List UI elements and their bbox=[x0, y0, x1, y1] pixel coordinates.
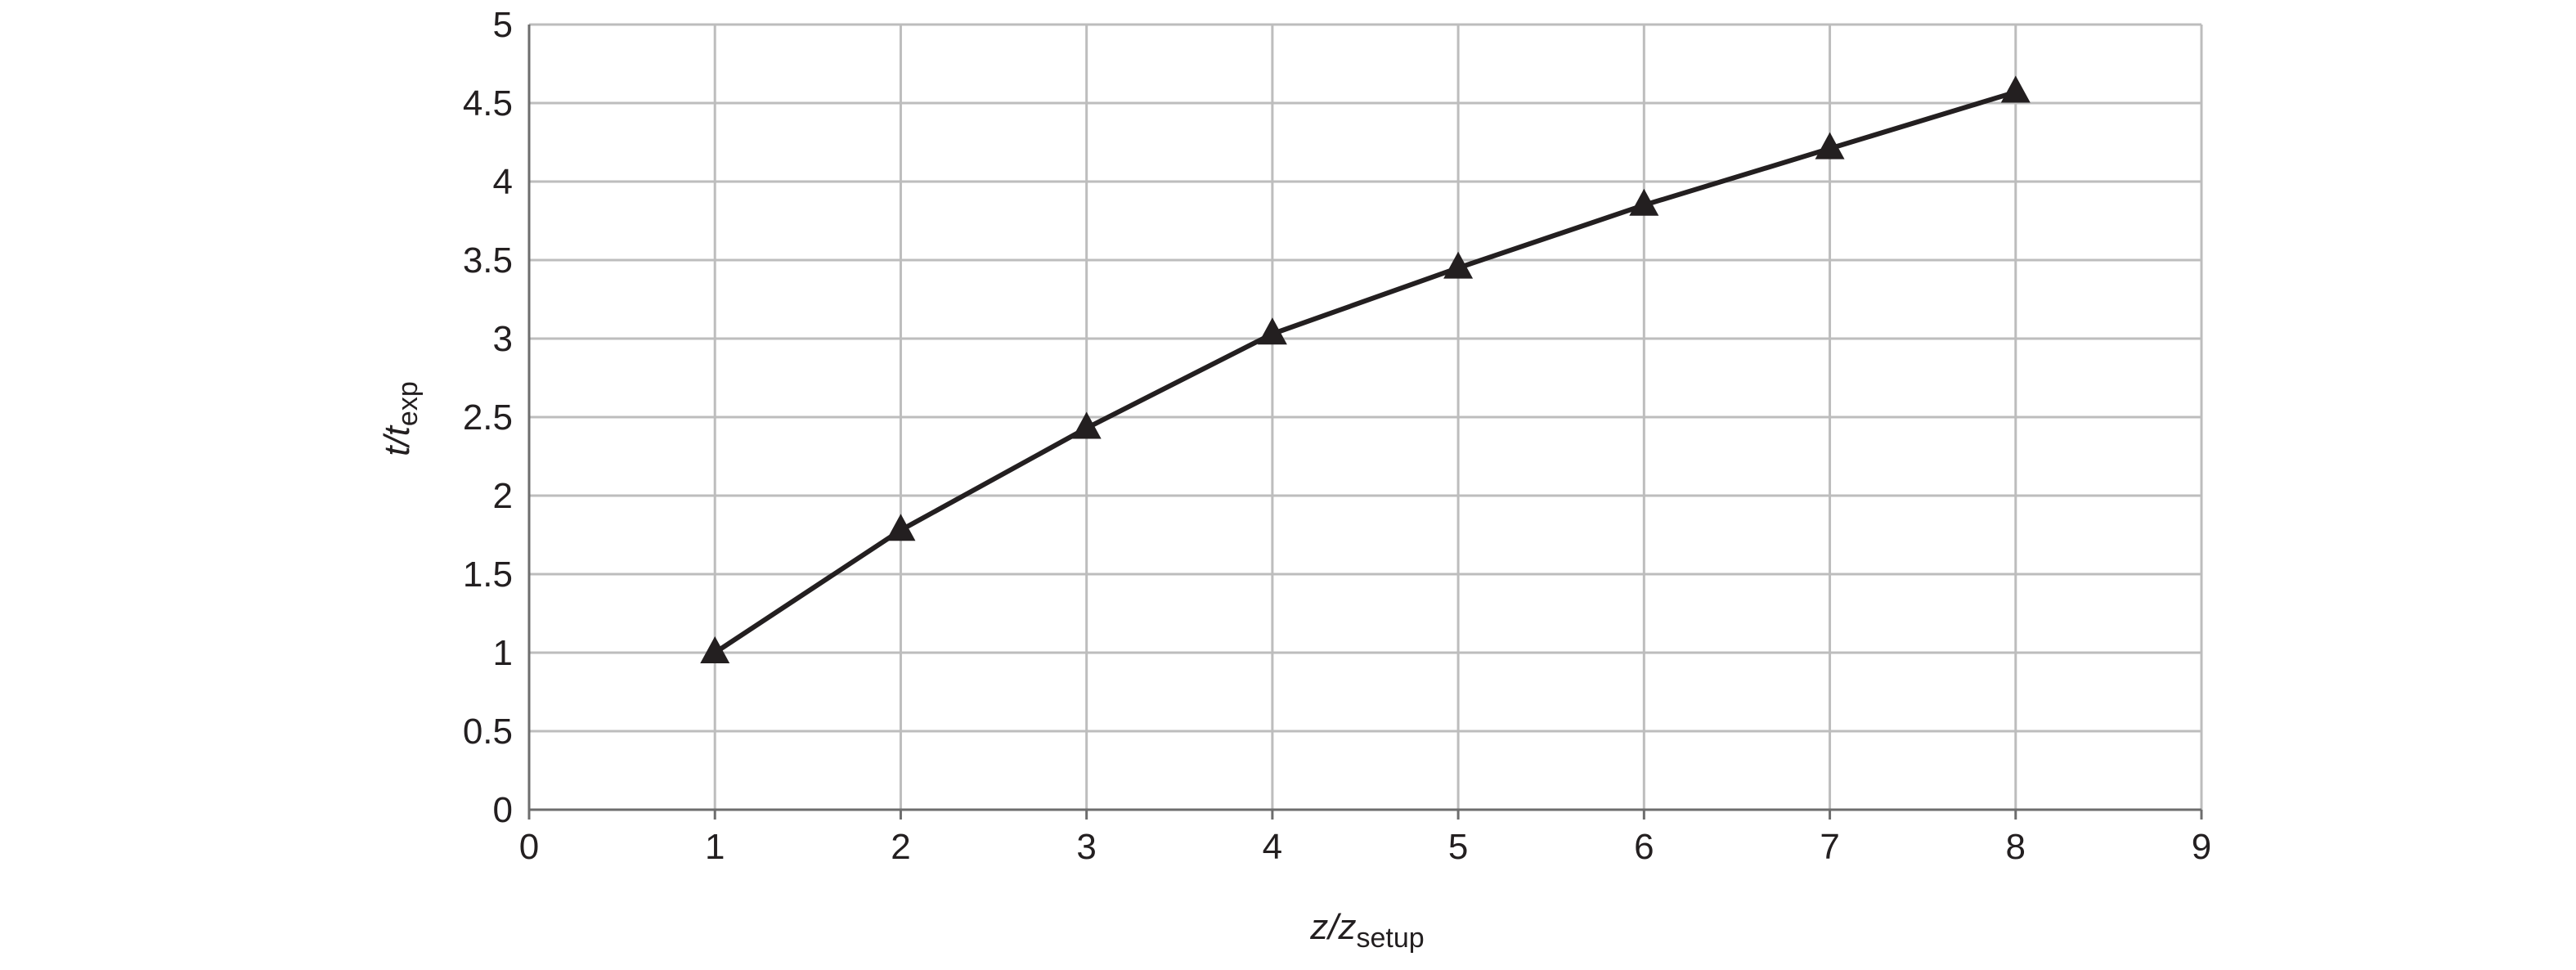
x-tick-label: 2 bbox=[891, 827, 910, 867]
data-point bbox=[1443, 251, 1474, 279]
x-tick-label: 4 bbox=[1263, 827, 1282, 867]
data-point bbox=[700, 636, 730, 663]
x-label-main: z/z bbox=[1309, 907, 1356, 947]
y-tick-label: 0 bbox=[493, 790, 513, 830]
data-point bbox=[1257, 317, 1287, 345]
y-tick-label: 1 bbox=[493, 633, 513, 673]
x-tick-label: 6 bbox=[1634, 827, 1654, 867]
y-tick-label: 4.5 bbox=[463, 83, 513, 123]
data-point bbox=[1629, 188, 1659, 216]
x-tick-label: 7 bbox=[1820, 827, 1839, 867]
y-axis-label: t/texp bbox=[377, 381, 424, 456]
x-tick-label: 9 bbox=[2192, 827, 2211, 867]
y-label-main: t/t bbox=[377, 424, 417, 456]
data-point bbox=[2000, 75, 2031, 103]
y-tick-label: 5 bbox=[493, 5, 513, 45]
data-line bbox=[713, 89, 2017, 655]
y-tick-label: 3 bbox=[493, 319, 513, 359]
y-tick-label: 1.5 bbox=[463, 555, 513, 595]
data-point bbox=[1815, 132, 1845, 159]
y-tick-label: 2.5 bbox=[463, 397, 513, 438]
x-tick-label: 5 bbox=[1448, 827, 1468, 867]
x-tick-label: 8 bbox=[2006, 827, 2026, 867]
y-tick-label: 2 bbox=[493, 476, 513, 516]
y-tick-label: 0.5 bbox=[463, 712, 513, 752]
data-point bbox=[1071, 411, 1102, 439]
x-axis-label: z/zsetup bbox=[1309, 907, 1424, 954]
y-label-sub: exp bbox=[393, 381, 424, 426]
y-tick-label: 3.5 bbox=[463, 240, 513, 281]
x-label-sub: setup bbox=[1357, 923, 1425, 954]
x-tick-label: 1 bbox=[705, 827, 725, 867]
y-tick-label: 4 bbox=[493, 162, 513, 202]
x-tick-label: 3 bbox=[1076, 827, 1096, 867]
x-tick-label: 0 bbox=[519, 827, 539, 867]
data-point bbox=[886, 514, 916, 541]
